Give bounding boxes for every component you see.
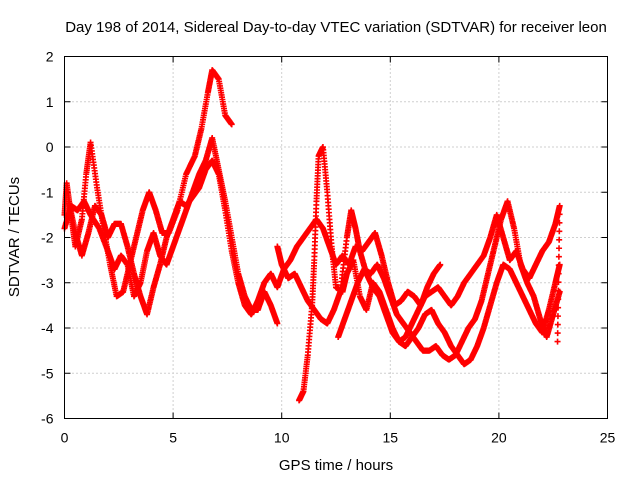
series-track-e [335,198,563,363]
data-point-marker [555,270,562,277]
x-axis-title: GPS time / hours [279,457,393,474]
data-point-marker [556,236,563,243]
x-tick-label: 25 [600,430,616,446]
y-tick-label: -5 [41,365,54,381]
data-point-marker [555,253,562,260]
y-tick-label: 2 [46,49,54,65]
data-point-marker [554,313,561,320]
y-tick-label: -3 [41,275,54,291]
data-point-marker [274,320,281,327]
grid [64,56,608,419]
data-point-marker [556,219,563,226]
data-point-marker [554,321,561,328]
x-tick-labels: 0 5 10 15 20 25 [61,430,616,446]
y-axis-title: SDTVAR / TECUs [6,177,23,297]
series-track-a [61,67,235,300]
y-tick-labels: -6 -5 -4 -3 -2 -1 0 1 2 [41,49,54,427]
x-tick-label: 20 [491,430,507,446]
series-track-d [296,144,563,404]
data-point-marker [556,211,563,218]
data-point-marker [555,296,562,303]
y-tick-label: -6 [41,411,54,427]
y-tick-label: -2 [41,230,54,246]
data-point-marker [555,287,562,294]
y-tick-label: -4 [41,320,54,336]
data-point-marker [556,202,563,209]
x-tick-label: 5 [169,430,177,446]
x-tick-label: 15 [383,430,399,446]
data-point-marker [555,262,562,269]
plot-frame [64,56,608,419]
x-tick-label: 0 [61,430,69,446]
data-point-marker [555,279,562,286]
y-tick-label: -1 [41,184,54,200]
data-point-marker [437,261,444,268]
y-tick-label: 0 [46,139,54,155]
chart-title: Day 198 of 2014, Sidereal Day-to-day VTE… [65,19,607,36]
data-point-marker [556,245,563,252]
data-points [61,67,563,404]
axis-ticks [64,56,608,419]
y-tick-label: 1 [46,94,54,110]
data-point-marker [228,121,235,128]
series-track-f [274,202,563,345]
data-point-marker [554,330,561,337]
x-tick-label: 10 [274,430,290,446]
data-point-marker [556,228,563,235]
data-point-marker [554,338,561,345]
data-point-marker [555,304,562,311]
